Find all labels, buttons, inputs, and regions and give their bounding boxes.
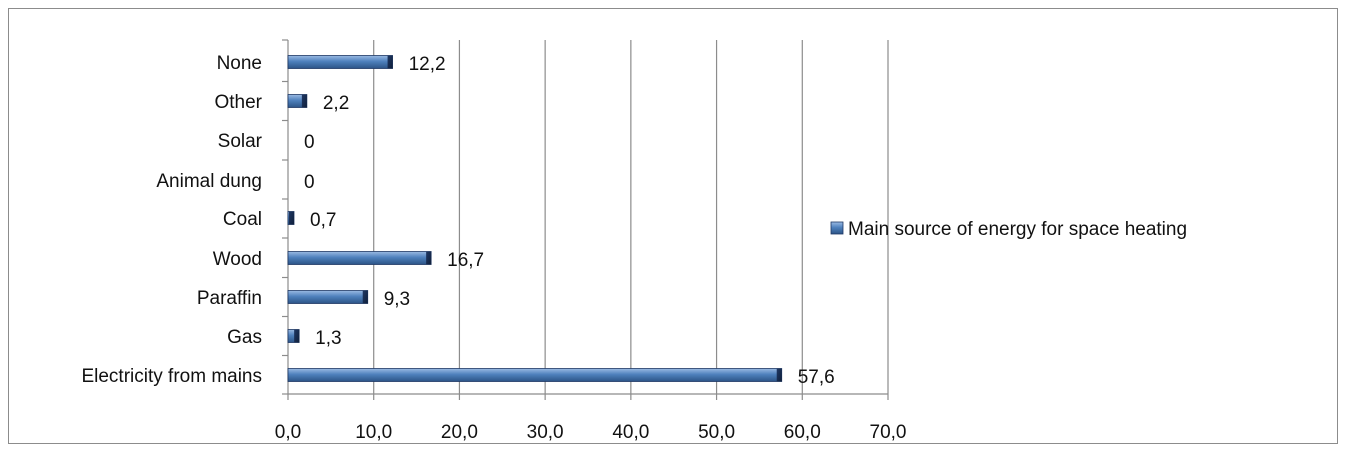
data-label: 2,2: [323, 93, 349, 114]
data-label: 0: [304, 172, 315, 193]
category-label: Electricity from mains: [81, 366, 262, 387]
category-label: Solar: [218, 131, 263, 152]
x-tick-label: 10,0: [355, 422, 392, 443]
data-label: 0: [304, 132, 315, 153]
bar: [287, 55, 393, 69]
category-label: Other: [214, 92, 262, 113]
x-tick-label: 40,0: [612, 422, 649, 443]
x-tick-label: 30,0: [527, 422, 564, 443]
bar-end-cap: [426, 251, 432, 265]
data-label: 16,7: [447, 250, 484, 271]
data-label: 12,2: [409, 54, 446, 75]
bar-end-cap: [301, 94, 307, 108]
category-label: Paraffin: [197, 288, 262, 309]
category-label: Gas: [227, 327, 262, 348]
bar-end-cap: [294, 329, 300, 343]
category-label: Wood: [213, 249, 262, 270]
bar: [287, 251, 432, 265]
bar-end-cap: [776, 368, 782, 382]
x-tick-label: 70,0: [870, 422, 907, 443]
bars: [287, 55, 783, 382]
category-label: Coal: [223, 209, 262, 230]
bar-end-cap: [362, 290, 368, 304]
legend-label: Main source of energy for space heating: [848, 219, 1187, 240]
bar: [287, 368, 783, 382]
data-label: 0,7: [310, 210, 336, 231]
axes: 0,0 10,0 20,0 30,0 40,0 50,0 60,0 70,0: [275, 39, 907, 443]
category-label: Animal dung: [156, 171, 262, 192]
gridlines: [373, 40, 889, 394]
legend: Main source of energy for space heating: [830, 219, 1187, 240]
data-label: 9,3: [384, 289, 410, 310]
bar: [287, 290, 369, 304]
legend-swatch: [830, 221, 844, 235]
x-tick-label: 60,0: [784, 422, 821, 443]
x-tick-label: 20,0: [441, 422, 478, 443]
category-label: None: [217, 53, 262, 74]
data-label: 1,3: [315, 328, 341, 349]
data-label: 57,6: [798, 367, 835, 388]
labels: None 12,2 Other 2,2 Solar 0 Animal dung 0 Coal 0,…: [81, 53, 834, 388]
bar-end-cap: [387, 55, 393, 69]
x-tick-label: 0,0: [275, 422, 301, 443]
x-tick-label: 50,0: [698, 422, 735, 443]
bar-end-cap: [289, 211, 294, 225]
